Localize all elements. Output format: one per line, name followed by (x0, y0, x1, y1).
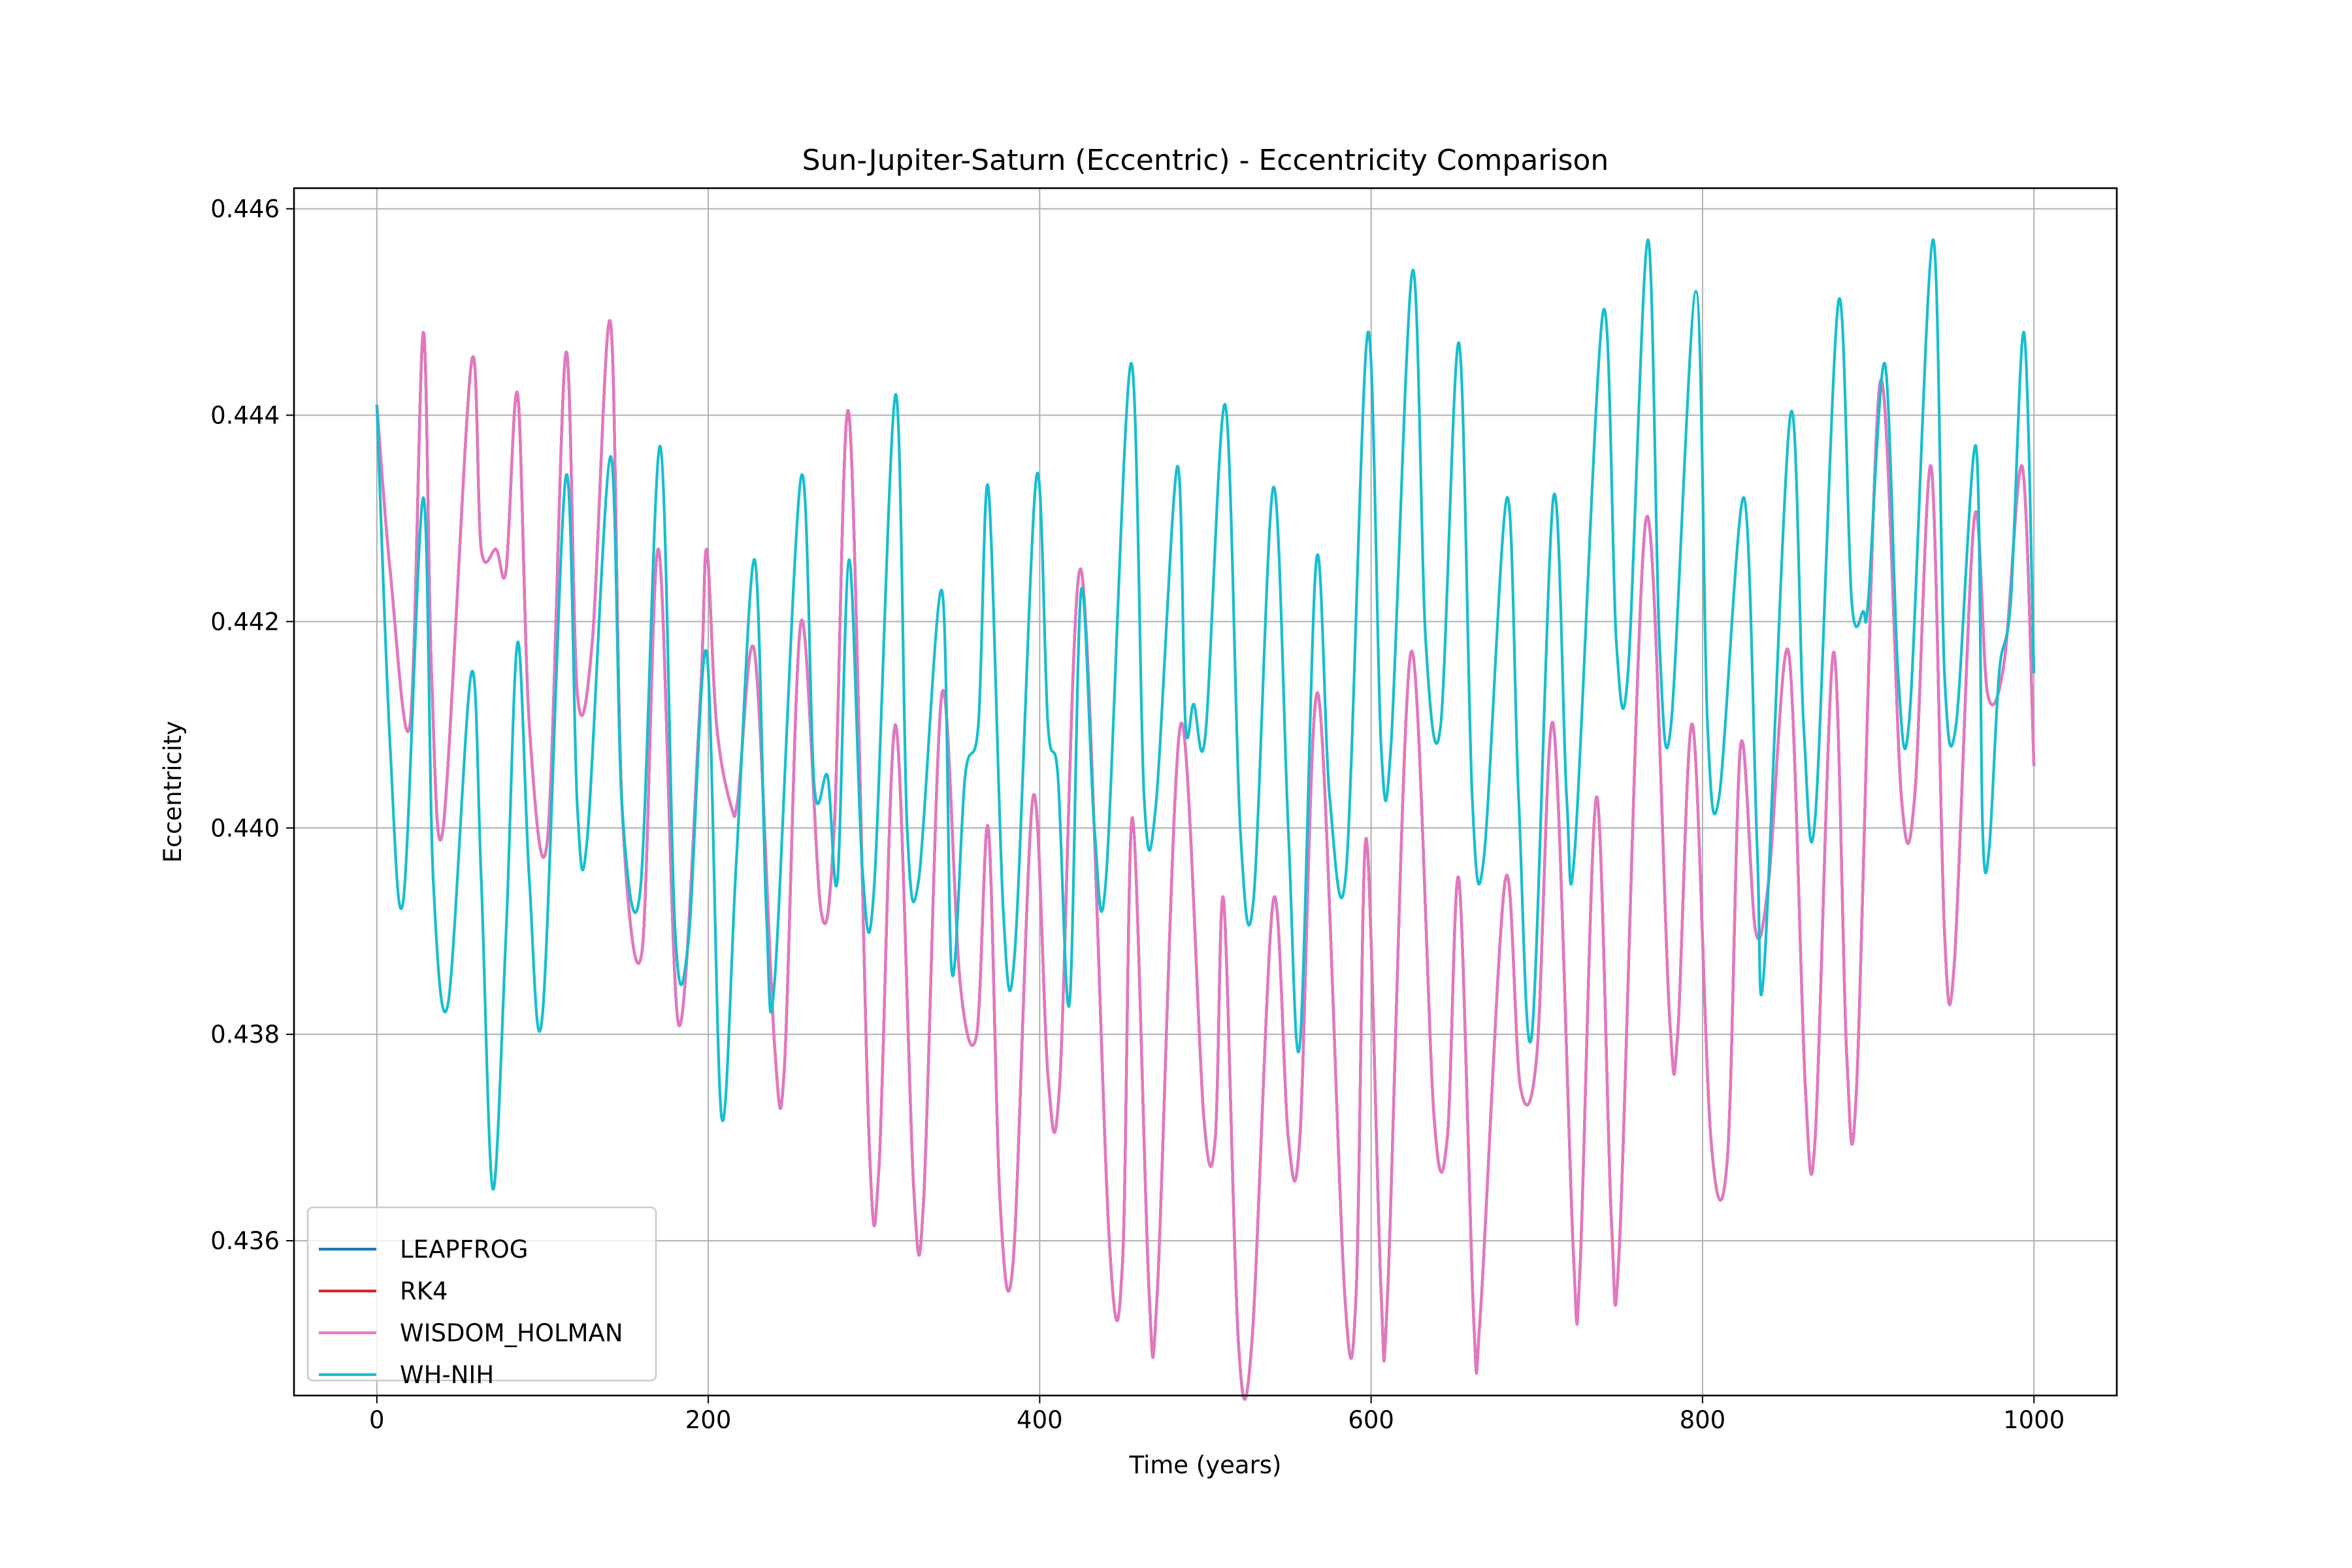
legend-label: WISDOM_HOLMAN (400, 1319, 623, 1347)
legend-label: WH-NIH (400, 1361, 494, 1389)
legend: LEAPFROG RK4 WISDOM_HOLMAN WH-NIH (306, 1206, 657, 1389)
plot-frame (293, 187, 2118, 1397)
y-tick-label: 0.446 (210, 195, 280, 223)
y-tick-label: 0.440 (210, 814, 280, 842)
chart-title: Sun-Jupiter-Saturn (Eccentric) - Eccentr… (802, 144, 1609, 177)
x-tick-label: 600 (1348, 1406, 1394, 1434)
x-tick-label: 0 (369, 1406, 385, 1434)
legend-label: RK4 (400, 1277, 448, 1305)
grid-lines (294, 188, 2117, 1396)
legend-label: LEAPFROG (400, 1235, 528, 1264)
x-tick-label: 400 (1017, 1406, 1063, 1434)
y-tick-label: 0.444 (210, 401, 280, 429)
y-tick-label: 0.438 (210, 1021, 280, 1049)
series-lines (375, 238, 2036, 1401)
y-axis-ticks: 0.436 0.438 0.440 0.442 0.444 0.446 (210, 195, 294, 1255)
legend-box (306, 1206, 657, 1382)
x-tick-label: 1000 (2003, 1406, 2065, 1434)
x-tick-label: 200 (685, 1406, 732, 1434)
y-tick-label: 0.436 (210, 1227, 280, 1255)
y-axis-label: Eccentricity (159, 721, 187, 862)
x-tick-label: 800 (1680, 1406, 1726, 1434)
y-tick-label: 0.442 (210, 608, 280, 636)
x-axis-label: Time (years) (1128, 1451, 1281, 1479)
x-axis-ticks: 0 200 400 600 800 1000 (369, 1396, 2065, 1434)
series-line-wh-nih (375, 238, 2036, 1191)
series-line-wisdom-holman (375, 319, 2036, 1401)
